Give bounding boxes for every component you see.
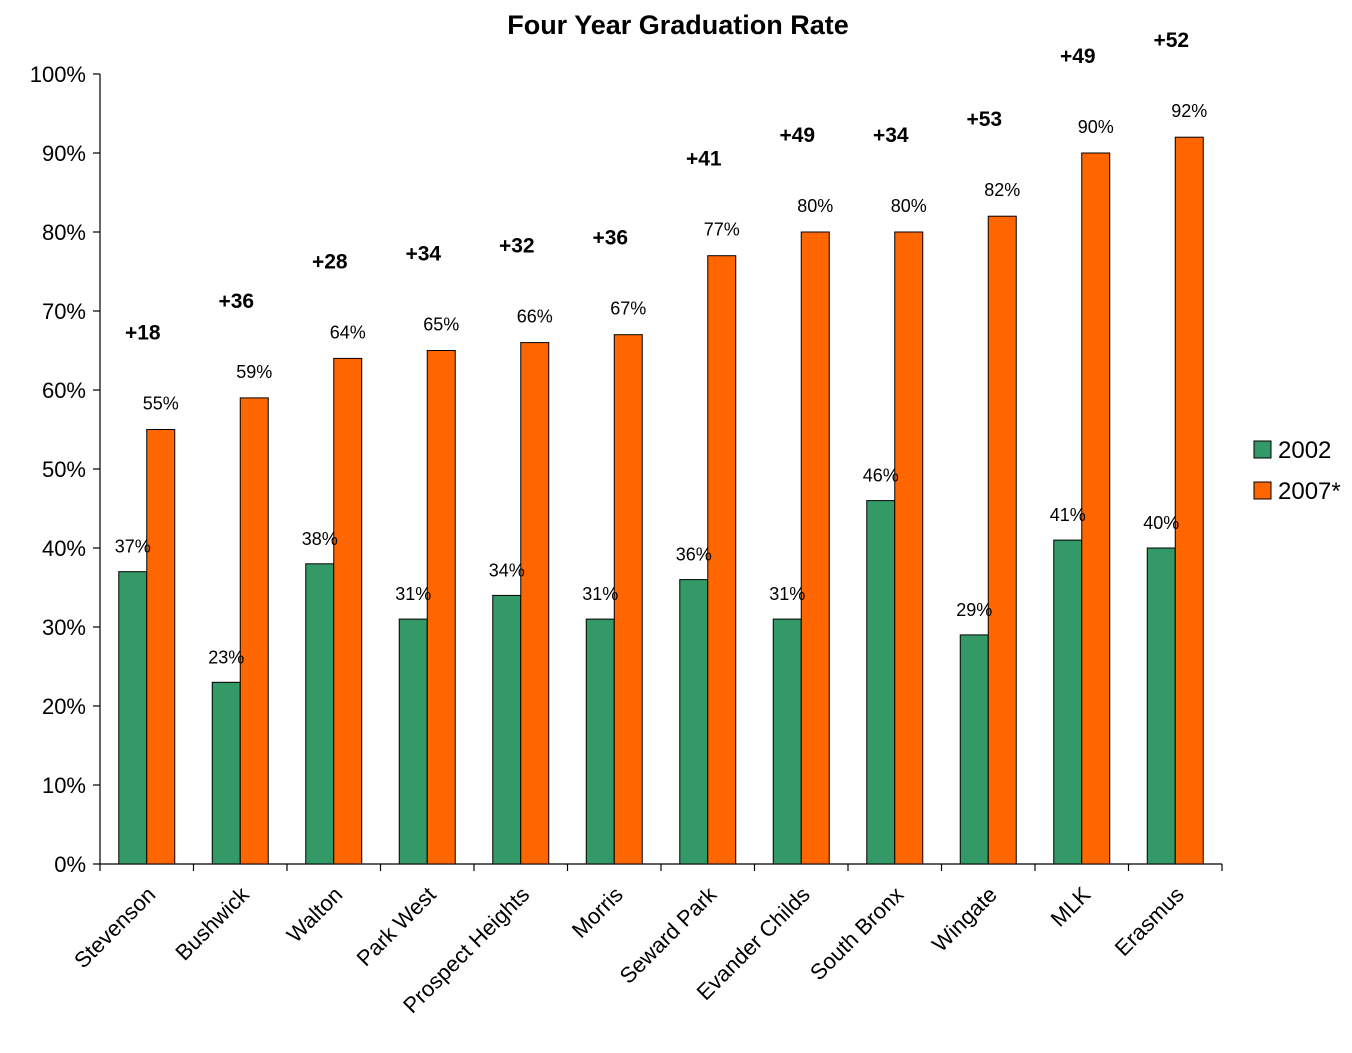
data-label-2007: 66% xyxy=(517,307,553,327)
bar-2002 xyxy=(211,681,241,865)
bar-2007 xyxy=(800,231,830,865)
difference-label: +36 xyxy=(218,290,254,313)
y-tick-label: 30% xyxy=(42,615,86,640)
bar-2007 xyxy=(987,215,1017,865)
y-tick-label: 20% xyxy=(42,694,86,719)
y-tick-label: 60% xyxy=(42,378,86,403)
bar-2002 xyxy=(772,618,802,865)
difference-label: +52 xyxy=(1153,29,1189,52)
legend-label: 2002 xyxy=(1278,437,1331,464)
data-label-2002: 41% xyxy=(1050,505,1086,525)
x-tick-label: Erasmus xyxy=(1110,882,1189,961)
x-tick-label: Morris xyxy=(567,882,628,943)
chart-legend: 2002 2007* xyxy=(1253,437,1341,505)
data-label-2002: 38% xyxy=(302,529,338,549)
x-tick-label: Park West xyxy=(352,882,441,971)
bar-2007 xyxy=(613,334,643,865)
data-label-2007: 80% xyxy=(797,196,833,216)
data-label-2002: 40% xyxy=(1143,513,1179,533)
bar-2007 xyxy=(1081,152,1111,865)
bar-2007 xyxy=(1174,136,1204,865)
data-label-2007: 64% xyxy=(330,322,366,342)
bar-2002 xyxy=(305,563,335,865)
y-tick-label: 70% xyxy=(42,299,86,324)
difference-label: +36 xyxy=(592,227,628,250)
bar-2002 xyxy=(1053,539,1083,865)
bar-2007 xyxy=(520,342,550,865)
data-label-2002: 31% xyxy=(395,584,431,604)
chart-bars xyxy=(118,136,1204,865)
difference-label: +49 xyxy=(1060,45,1096,68)
data-label-2007: 92% xyxy=(1171,101,1207,121)
data-label-2002: 46% xyxy=(863,466,899,486)
difference-label: +28 xyxy=(312,250,348,273)
data-label-2002: 29% xyxy=(956,600,992,620)
x-tick-label: Stevenson xyxy=(69,882,160,973)
bar-2002 xyxy=(866,500,896,865)
x-tick-label: MLK xyxy=(1046,882,1096,932)
bar-2007 xyxy=(707,255,737,865)
data-label-2002: 31% xyxy=(769,584,805,604)
data-label-2007: 77% xyxy=(704,220,740,240)
bar-2007 xyxy=(426,350,456,865)
difference-label: +18 xyxy=(125,322,161,345)
x-tick-label: Bushwick xyxy=(170,881,254,965)
data-label-2007: 59% xyxy=(236,362,272,382)
bar-2007 xyxy=(146,429,176,865)
data-label-2002: 36% xyxy=(676,545,712,565)
y-tick-label: 10% xyxy=(42,773,86,798)
data-label-2002: 31% xyxy=(582,584,618,604)
legend-label: 2007* xyxy=(1278,478,1341,505)
x-tick-label: Wingate xyxy=(927,882,1002,957)
data-label-2007: 80% xyxy=(891,196,927,216)
chart-data-labels: 37% 55% +18 23% 59% +36 38% 64% +28 31% 65% +34 34% 6… xyxy=(115,29,1208,667)
data-label-2007: 65% xyxy=(423,315,459,335)
difference-label: +34 xyxy=(873,124,909,147)
y-tick-label: 50% xyxy=(42,457,86,482)
data-label-2002: 23% xyxy=(208,647,244,667)
bar-2002 xyxy=(492,594,522,865)
y-tick-label: 40% xyxy=(42,536,86,561)
bar-2007 xyxy=(894,231,924,865)
y-tick-label: 100% xyxy=(30,62,86,87)
x-tick-label: South Bronx xyxy=(805,882,908,985)
difference-label: +32 xyxy=(499,235,535,258)
bar-2002 xyxy=(398,618,428,865)
bar-2002 xyxy=(1146,547,1176,865)
bar-2002 xyxy=(118,571,148,865)
difference-label: +49 xyxy=(779,124,815,147)
chart-title: Four Year Graduation Rate xyxy=(507,10,849,40)
legend-swatch xyxy=(1253,440,1272,459)
data-label-2002: 37% xyxy=(115,537,151,557)
y-tick-label: 80% xyxy=(42,220,86,245)
bar-2007 xyxy=(333,357,363,865)
x-tick-label: Walton xyxy=(282,882,348,948)
data-label-2007: 82% xyxy=(984,180,1020,200)
bar-2007 xyxy=(239,397,269,865)
y-tick-label: 90% xyxy=(42,141,86,166)
legend-swatch xyxy=(1253,481,1272,500)
data-label-2007: 67% xyxy=(610,299,646,319)
difference-label: +53 xyxy=(966,108,1002,131)
difference-label: +41 xyxy=(686,148,722,171)
data-label-2002: 34% xyxy=(489,560,525,580)
data-label-2007: 55% xyxy=(143,394,179,414)
y-tick-label: 0% xyxy=(54,852,86,877)
bar-2002 xyxy=(585,618,615,865)
bar-2002 xyxy=(679,579,709,865)
difference-label: +34 xyxy=(405,243,441,266)
bar-2002 xyxy=(959,634,989,865)
data-label-2007: 90% xyxy=(1078,117,1114,137)
